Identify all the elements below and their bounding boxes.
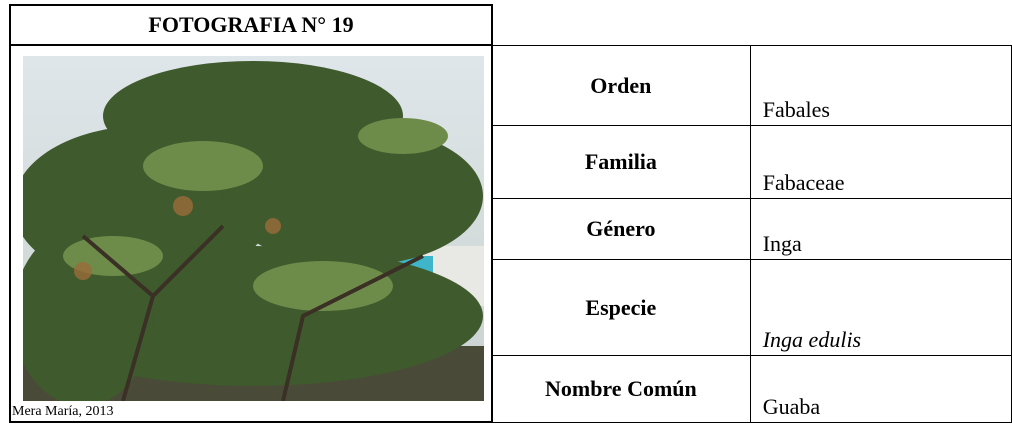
tree-photo — [23, 56, 484, 401]
table-row: Género Inga — [491, 198, 1012, 260]
table-row: Especie Inga edulis — [491, 259, 1012, 356]
photo-caption: Mera María, 2013 — [12, 404, 114, 419]
table-row: Orden Fabales — [491, 45, 1012, 126]
row-label: Género — [491, 198, 751, 260]
row-value: Fabales — [749, 45, 1012, 126]
row-label: Nombre Común — [491, 355, 751, 423]
row-label: Orden — [491, 45, 751, 126]
taxonomy-table: Orden Fabales Familia Fabaceae Género Inga … — [491, 45, 1012, 423]
row-label: Familia — [491, 125, 751, 199]
row-value: Fabaceae — [749, 125, 1012, 199]
photo-cell: Mera María, 2013 — [9, 44, 493, 423]
photo-header: FOTOGRAFIA N° 19 — [9, 4, 493, 46]
table-row: Nombre Común Guaba — [491, 355, 1012, 423]
row-label: Especie — [491, 259, 751, 356]
table-row: Familia Fabaceae — [491, 125, 1012, 199]
row-value: Guaba — [749, 355, 1012, 423]
row-value: Inga — [749, 198, 1012, 260]
row-value: Inga edulis — [749, 259, 1012, 356]
